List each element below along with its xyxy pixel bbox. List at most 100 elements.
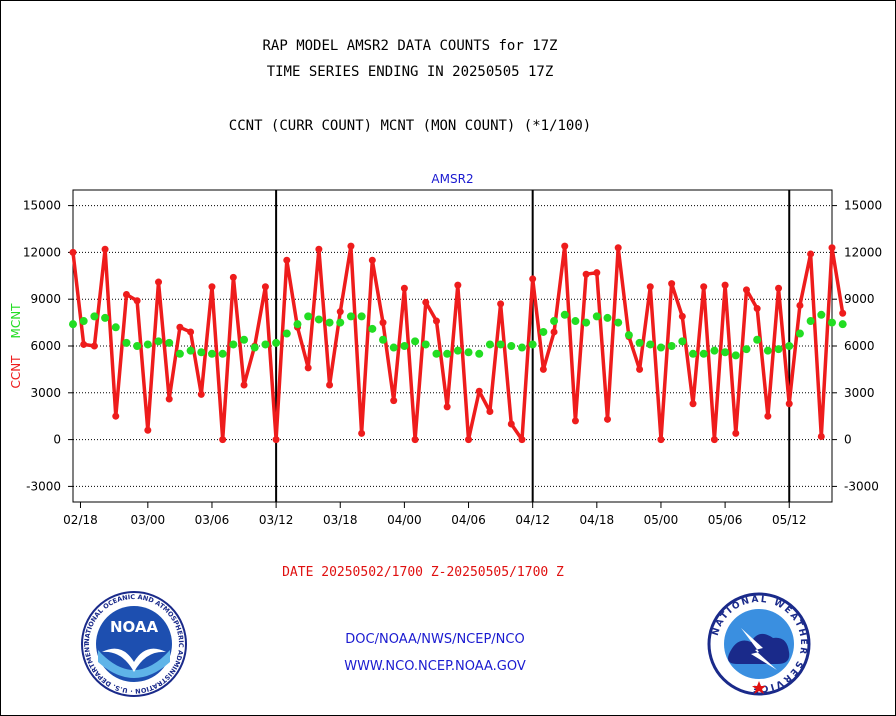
series-point-mcnt xyxy=(795,329,804,338)
series-point-ccnt xyxy=(379,319,387,327)
y-tick-label-right: 15000 xyxy=(844,199,882,213)
series-point-mcnt xyxy=(624,331,633,340)
plot-frame xyxy=(72,189,833,503)
series-point-mcnt xyxy=(785,342,794,350)
series-point-mcnt xyxy=(689,349,698,358)
noaa-wave-icon xyxy=(98,650,170,678)
series-point-ccnt xyxy=(454,281,462,289)
series-point-mcnt xyxy=(571,317,580,326)
series-point-ccnt xyxy=(646,283,654,291)
series-point-mcnt xyxy=(101,313,110,322)
nws-lightning-icon xyxy=(741,628,777,670)
series-point-ccnt xyxy=(112,412,120,420)
y-tick-label-right: 9000 xyxy=(844,292,875,306)
series-point-mcnt xyxy=(838,320,847,329)
series-point-mcnt xyxy=(592,312,601,321)
noaa-inner-disc xyxy=(96,606,172,682)
series-point-mcnt xyxy=(421,340,430,349)
series-point-mcnt xyxy=(678,337,687,346)
series-point-mcnt xyxy=(111,323,120,332)
series-point-ccnt xyxy=(807,250,815,258)
series-point-mcnt xyxy=(528,340,537,349)
series-point-mcnt xyxy=(250,343,259,352)
series-point-mcnt xyxy=(314,315,323,324)
series-point-mcnt xyxy=(656,343,665,352)
series-point-ccnt xyxy=(155,278,163,286)
y-axis-label-mcnt: MCNT xyxy=(9,303,23,339)
series-point-ccnt xyxy=(721,281,729,289)
series-point-ccnt xyxy=(133,297,141,305)
series-point-ccnt xyxy=(710,436,718,444)
y-tick-label-right: 6000 xyxy=(844,339,875,353)
series-point-ccnt xyxy=(775,284,783,292)
series-point-mcnt xyxy=(143,340,152,349)
series-point-ccnt xyxy=(582,270,590,278)
series-point-ccnt xyxy=(571,417,579,425)
series-point-ccnt xyxy=(283,256,291,264)
series-point-mcnt xyxy=(357,312,366,321)
series-point-mcnt xyxy=(614,318,623,327)
series-point-mcnt xyxy=(432,349,441,358)
y-tick-label-left: -3000 xyxy=(26,479,61,493)
series-point-mcnt xyxy=(517,343,526,352)
series-point-mcnt xyxy=(646,340,655,349)
series-point-mcnt xyxy=(560,310,569,319)
x-tick-label: 03/00 xyxy=(131,513,166,527)
series-point-ccnt xyxy=(817,432,825,440)
series-point-ccnt xyxy=(347,242,355,250)
series-point-ccnt xyxy=(400,284,408,292)
series-point-mcnt xyxy=(272,338,281,347)
series-point-ccnt xyxy=(422,298,430,306)
series-point-mcnt xyxy=(261,340,270,349)
y-tick-label-left: 12000 xyxy=(23,245,61,259)
series-point-ccnt xyxy=(144,426,152,434)
series-point-ccnt xyxy=(604,415,612,423)
series-point-ccnt xyxy=(443,403,451,411)
series-point-ccnt xyxy=(411,436,419,444)
series-point-ccnt xyxy=(197,390,205,398)
series-point-mcnt xyxy=(304,312,313,321)
x-tick-label: 03/06 xyxy=(195,513,230,527)
series-point-ccnt xyxy=(785,400,793,408)
series-point-mcnt xyxy=(742,345,751,354)
series-point-mcnt xyxy=(582,318,591,327)
series-point-ccnt xyxy=(839,309,847,317)
series-line-ccnt xyxy=(71,244,845,442)
series-point-mcnt xyxy=(69,320,77,329)
series-point-ccnt xyxy=(529,275,537,283)
series-point-mcnt xyxy=(90,312,99,321)
url-line: WWW.NCO.NCEP.NOAA.GOV xyxy=(344,659,526,674)
series-point-ccnt xyxy=(368,256,376,264)
y-tick-label-right: 3000 xyxy=(844,386,875,400)
series-point-ccnt xyxy=(700,283,708,291)
plot-label: AMSR2 xyxy=(431,172,473,186)
series-point-ccnt xyxy=(208,283,216,291)
date-range: DATE 20250502/1700 Z-20250505/1700 Z xyxy=(282,565,564,580)
y-tick-label-left: 0 xyxy=(53,433,61,447)
noaa-logo-text: NOAA xyxy=(110,618,159,636)
series-point-ccnt xyxy=(390,397,398,405)
series-point-mcnt xyxy=(485,340,494,349)
series-point-mcnt xyxy=(443,349,452,358)
series-point-ccnt xyxy=(304,364,312,372)
y-tick-label-right: 0 xyxy=(844,433,852,447)
nws-star-icon xyxy=(752,681,766,694)
series-point-mcnt xyxy=(336,318,345,327)
series-point-ccnt xyxy=(80,340,88,348)
series-point-ccnt xyxy=(486,408,494,416)
series-point-mcnt xyxy=(475,349,484,358)
series-point-mcnt xyxy=(539,327,548,336)
x-tick-label: 02/18 xyxy=(63,513,98,527)
series-point-mcnt xyxy=(389,343,398,352)
label-layer: -3000 -3000 0 0 3000 3000 6000 6000 9000 9000 1200… xyxy=(9,172,882,527)
series-point-ccnt xyxy=(497,300,505,308)
series-point-mcnt xyxy=(79,317,88,326)
x-tick-label: 04/00 xyxy=(387,513,422,527)
chart-title-line2: TIME SERIES ENDING IN 20250505 17Z xyxy=(266,64,554,80)
series-point-mcnt xyxy=(721,348,730,357)
y-tick-label-left: 6000 xyxy=(30,339,61,353)
x-tick-label: 04/06 xyxy=(451,513,486,527)
series-point-ccnt xyxy=(187,328,195,336)
series-point-ccnt xyxy=(261,283,269,291)
